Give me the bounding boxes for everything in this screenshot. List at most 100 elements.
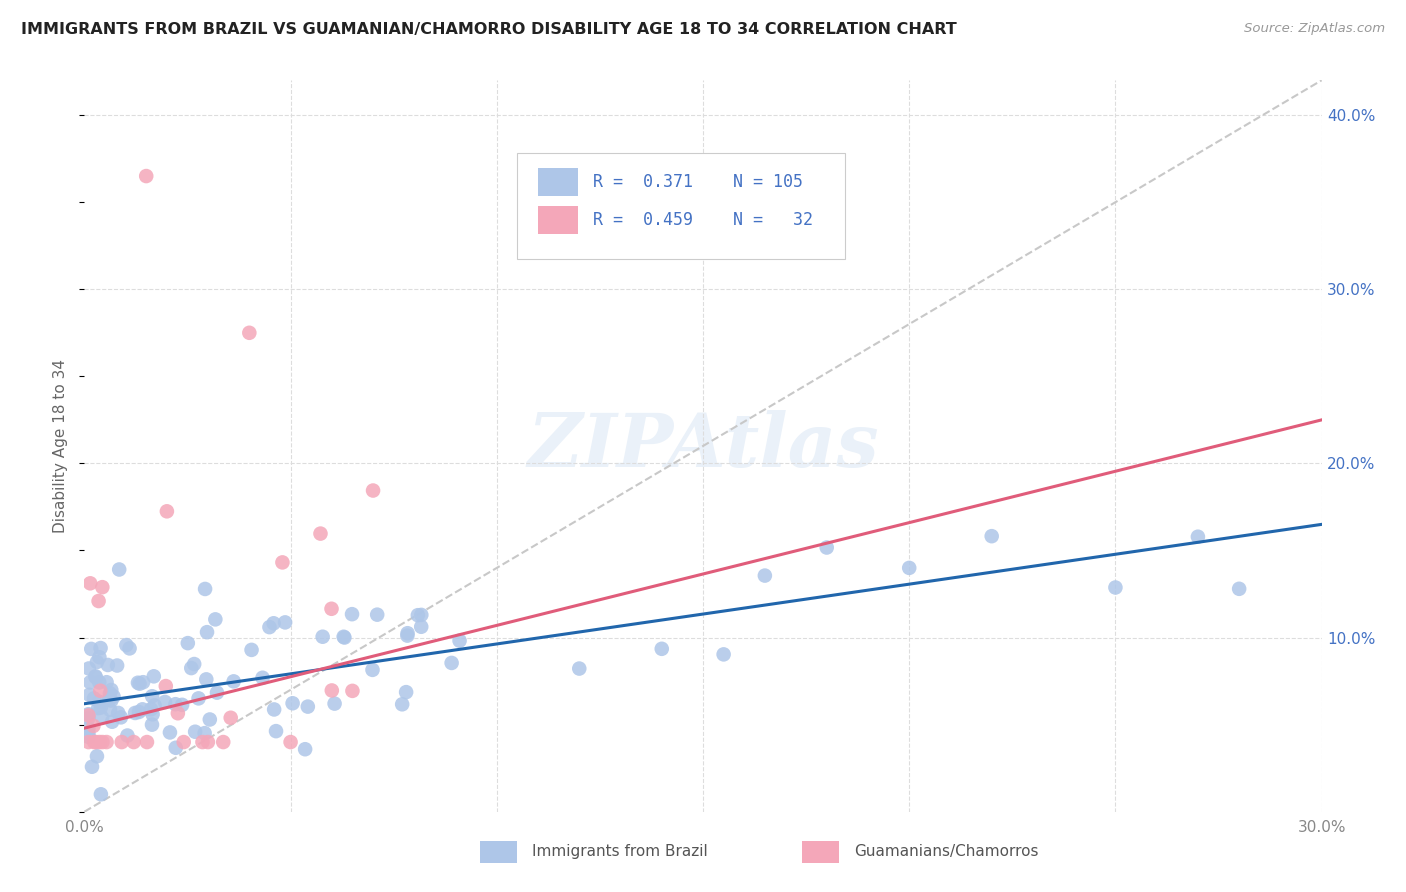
Point — [79, 688, 101, 702]
Point — [91, 580, 114, 594]
Point — [105, 658, 128, 673]
Point — [222, 674, 245, 689]
Point — [366, 607, 388, 622]
Point — [167, 706, 190, 721]
Point — [153, 695, 176, 709]
Point — [141, 717, 163, 731]
Point — [274, 615, 297, 630]
Point — [280, 735, 302, 749]
Point — [91, 735, 114, 749]
Point — [98, 686, 121, 700]
FancyBboxPatch shape — [517, 153, 845, 260]
Point — [110, 710, 132, 724]
Point — [159, 725, 181, 739]
Point — [83, 691, 105, 706]
Point — [165, 740, 187, 755]
Point — [142, 669, 165, 683]
FancyBboxPatch shape — [538, 206, 578, 234]
Point — [77, 726, 100, 740]
Point — [1227, 582, 1250, 596]
Point — [77, 735, 100, 749]
Point — [77, 730, 100, 744]
Point — [87, 594, 110, 608]
Point — [139, 702, 162, 716]
Point — [391, 698, 413, 712]
Point — [111, 735, 134, 749]
Point — [89, 650, 111, 665]
Point — [90, 641, 112, 656]
Point — [395, 685, 418, 699]
Point — [124, 706, 146, 720]
Point — [197, 735, 219, 749]
Point — [108, 562, 131, 576]
Point — [449, 633, 471, 648]
Point — [101, 714, 124, 729]
Point — [132, 675, 155, 690]
FancyBboxPatch shape — [538, 168, 578, 196]
Point — [100, 683, 122, 698]
Point — [252, 671, 274, 685]
Point — [89, 735, 111, 749]
Point — [191, 735, 214, 749]
Point — [87, 701, 110, 715]
Point — [194, 582, 217, 596]
Point — [82, 719, 104, 733]
Point — [128, 676, 150, 690]
Point — [79, 576, 101, 591]
Point — [89, 675, 111, 690]
Point — [177, 636, 200, 650]
Point — [396, 626, 419, 640]
Point — [361, 483, 384, 498]
Point — [142, 707, 165, 722]
Point — [754, 568, 776, 582]
Point — [240, 643, 263, 657]
Point — [89, 695, 111, 709]
Point — [96, 735, 118, 749]
Point — [1104, 581, 1126, 595]
Point — [815, 541, 838, 555]
Point — [107, 706, 129, 720]
Text: ZIPAtlas: ZIPAtlas — [527, 409, 879, 483]
Point — [91, 710, 114, 724]
Point — [77, 708, 100, 723]
Point — [264, 724, 287, 739]
Point — [84, 735, 107, 749]
Point — [131, 702, 153, 716]
Point — [97, 657, 120, 672]
Point — [187, 691, 209, 706]
Point — [84, 669, 107, 683]
Point — [297, 699, 319, 714]
Point — [212, 735, 235, 749]
Point — [155, 679, 177, 693]
Point — [122, 735, 145, 749]
Point — [103, 690, 125, 704]
Point — [98, 703, 121, 717]
Point — [440, 656, 463, 670]
Point — [117, 729, 139, 743]
Point — [263, 616, 285, 631]
Point — [77, 707, 100, 722]
Point — [183, 657, 205, 671]
Point — [128, 705, 150, 719]
Text: Guamanians/Chamorros: Guamanians/Chamorros — [853, 845, 1039, 860]
Point — [115, 638, 138, 652]
Point — [80, 641, 103, 656]
Point — [79, 675, 101, 690]
Point — [651, 641, 673, 656]
Point — [84, 670, 107, 684]
Point — [165, 697, 187, 711]
Point — [263, 702, 285, 716]
Point — [205, 686, 228, 700]
Point — [713, 648, 735, 662]
Point — [77, 722, 100, 736]
Point — [77, 661, 100, 675]
Point — [180, 661, 202, 675]
Point — [204, 612, 226, 626]
Point — [321, 683, 343, 698]
Point — [898, 561, 921, 575]
Point — [361, 663, 384, 677]
Point — [342, 684, 364, 698]
Point — [184, 724, 207, 739]
Point — [97, 693, 120, 707]
Text: R =  0.459    N =   32: R = 0.459 N = 32 — [593, 211, 813, 229]
